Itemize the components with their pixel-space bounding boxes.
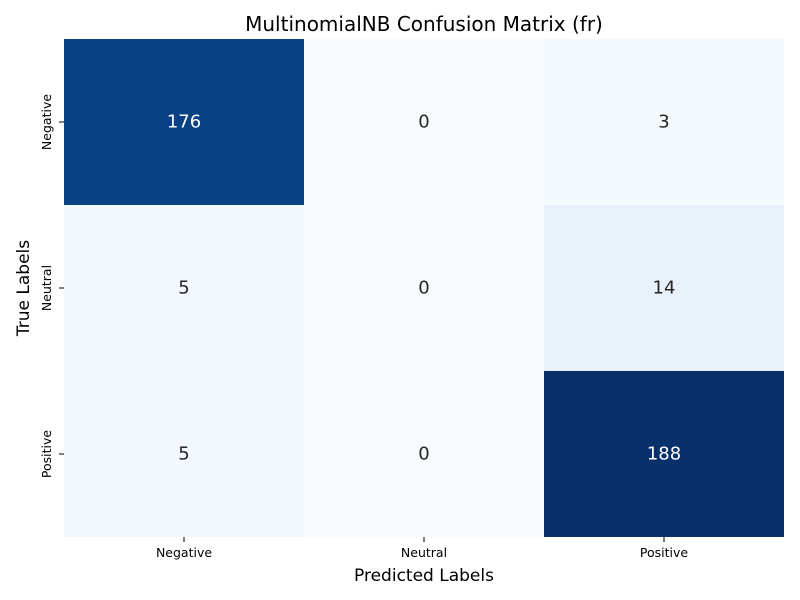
heatmap-cell-value: 3 — [658, 112, 669, 133]
heatmap-cell — [304, 39, 544, 205]
heatmap-cell-value: 0 — [418, 444, 429, 465]
heatmap-cell — [64, 39, 304, 205]
heatmap-cell-value: 188 — [647, 444, 681, 465]
heatmap-cell — [304, 371, 544, 537]
heatmap-cell-value: 14 — [653, 278, 676, 299]
x-tick-label: Neutral — [401, 545, 447, 560]
heatmap-cell — [304, 205, 544, 371]
chart-title: MultinomialNB Confusion Matrix (fr) — [245, 12, 603, 36]
x-axis-label: Predicted Labels — [354, 566, 494, 586]
heatmap-cell — [64, 205, 304, 371]
y-axis-label: True Labels — [14, 240, 34, 337]
heatmap-cell-value: 5 — [178, 278, 189, 299]
heatmap-cell-value: 0 — [418, 278, 429, 299]
y-tick-label: Negative — [39, 94, 54, 150]
heatmap-cell-value: 176 — [167, 112, 201, 133]
heatmap-cell — [64, 371, 304, 537]
x-tick-label: Negative — [156, 545, 212, 560]
heatmap-cell-value: 5 — [178, 444, 189, 465]
x-axis-ticks: Negative Neutral Positive — [156, 537, 688, 560]
y-tick-label: Positive — [39, 430, 54, 478]
heatmap-cell-labels: 176 0 3 5 0 14 5 0 188 — [167, 112, 681, 465]
heatmap-cell — [544, 39, 784, 205]
heatmap-cell — [544, 205, 784, 371]
heatmap-cells — [64, 39, 784, 537]
heatmap-cell-value: 0 — [418, 112, 429, 133]
y-tick-label: Neutral — [39, 265, 54, 311]
x-tick-label: Positive — [640, 545, 688, 560]
heatmap-cell — [544, 371, 784, 537]
y-axis-ticks: Negative Neutral Positive — [39, 94, 64, 478]
